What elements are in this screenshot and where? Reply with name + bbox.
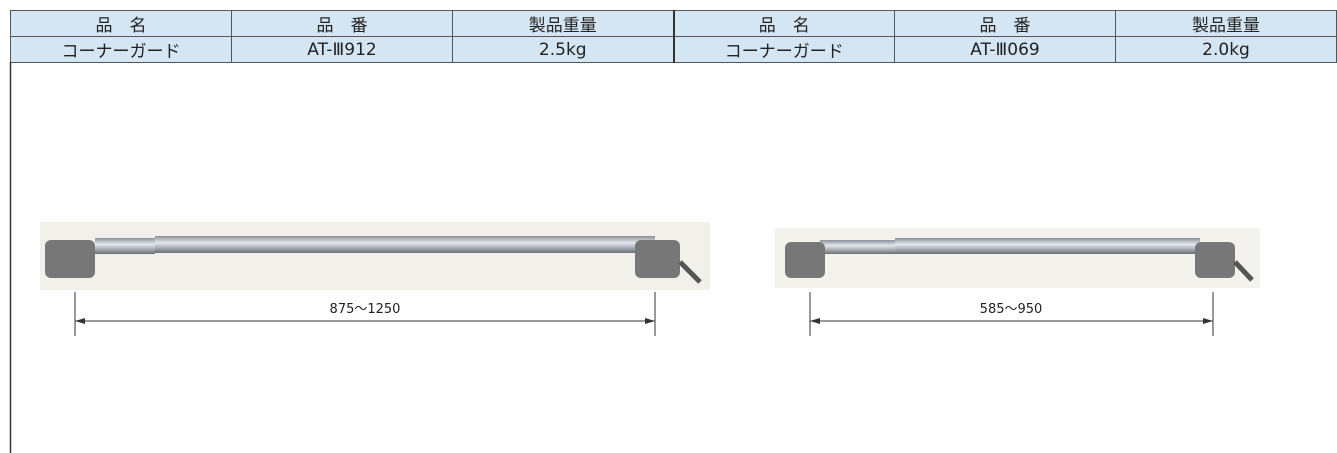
- value-cell: コーナーガード: [10, 36, 232, 63]
- header-row: 品 名 品 番 製品重量 品 名 品 番 製品重量: [10, 10, 1337, 37]
- header-cell: 品 番: [894, 10, 1116, 37]
- value-cell: 2.5kg: [452, 36, 674, 63]
- header-cell: 品 名: [672, 10, 895, 37]
- header-cell: 製品重量: [1115, 10, 1337, 37]
- corner-guard-image: [775, 228, 1260, 288]
- value-cell: AT-Ⅲ069: [894, 36, 1116, 63]
- corner-guard-image: [40, 222, 710, 290]
- value-row: コーナーガード AT-Ⅲ912 2.5kg コーナーガード AT-Ⅲ069 2.…: [10, 36, 1337, 63]
- dimension-label: 875～1250: [330, 302, 401, 317]
- value-cell: 2.0kg: [1115, 36, 1337, 63]
- value-cell: コーナーガード: [672, 36, 895, 63]
- header-cell: 品 名: [10, 10, 232, 37]
- dimension-label: 585～950: [980, 302, 1043, 317]
- dimension-line: [74, 292, 1214, 336]
- arrowheads: [75, 318, 1213, 324]
- value-cell: AT-Ⅲ912: [231, 36, 453, 63]
- spec-table: 品 名 品 番 製品重量 品 名 品 番 製品重量 コーナーガード AT-Ⅲ91…: [10, 10, 1337, 63]
